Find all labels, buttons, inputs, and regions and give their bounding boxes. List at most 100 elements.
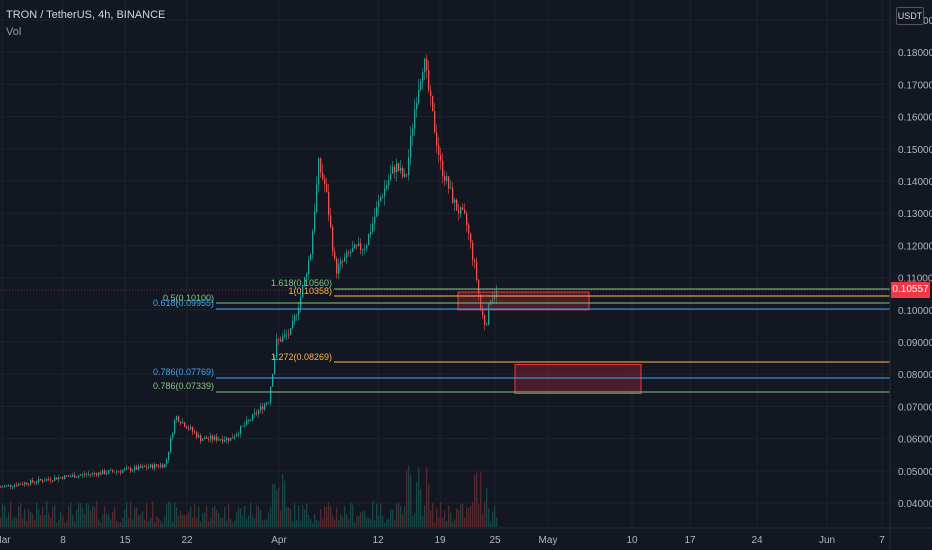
candle-body xyxy=(94,473,96,474)
candle-body xyxy=(328,191,330,216)
candle-body xyxy=(222,439,224,442)
volume-bar xyxy=(242,515,244,527)
volume-bar xyxy=(264,519,266,527)
candle-body xyxy=(14,485,16,487)
candle-body xyxy=(174,420,176,434)
volume-bar xyxy=(254,518,256,527)
volume-bar xyxy=(130,501,132,527)
candle-body xyxy=(124,469,126,471)
price-tick-label: 0.09000 xyxy=(898,338,932,349)
candle-body xyxy=(116,471,118,473)
volume-bar xyxy=(220,517,222,527)
volume-bar xyxy=(56,522,58,527)
volume-bar xyxy=(90,510,92,527)
candle-body xyxy=(136,466,138,470)
volume-bar xyxy=(358,516,360,527)
candle-body xyxy=(148,467,150,468)
candle-body xyxy=(298,307,300,315)
candle-body xyxy=(10,484,12,487)
candle-body xyxy=(52,480,54,482)
candle-body xyxy=(410,135,412,158)
candle-body xyxy=(98,472,100,476)
volume-bar xyxy=(34,520,36,527)
candle-body xyxy=(446,176,448,181)
currency-button[interactable]: USDT xyxy=(896,7,924,25)
candle-body xyxy=(120,471,122,473)
volume-bar xyxy=(312,522,314,527)
volume-bar xyxy=(410,474,412,527)
candle-body xyxy=(394,166,396,173)
candle-body xyxy=(108,470,110,474)
candle-body xyxy=(60,477,62,479)
volume-bar xyxy=(464,517,466,527)
candle-body xyxy=(192,427,194,432)
volume-bar xyxy=(176,507,178,527)
volume-bar xyxy=(60,512,62,527)
volume-bar xyxy=(354,522,356,527)
candle-body xyxy=(282,336,284,342)
volume-bar xyxy=(200,521,202,527)
volume-bar xyxy=(444,510,446,527)
candle-body xyxy=(180,421,182,424)
price-tick-label: 0.16000 xyxy=(898,113,932,124)
candle-body xyxy=(322,172,324,179)
candle-body xyxy=(54,477,56,481)
candle-body xyxy=(260,406,262,411)
candle-body xyxy=(484,315,486,325)
volume-bar xyxy=(234,520,236,527)
volume-bar xyxy=(370,519,372,527)
candle-body xyxy=(386,185,388,189)
volume-bar xyxy=(490,521,492,527)
volume-bar xyxy=(68,506,70,527)
volume-bar xyxy=(250,502,252,527)
volume-bar xyxy=(196,518,198,527)
candle-body xyxy=(154,464,156,469)
candle-body xyxy=(74,474,76,478)
candle-body xyxy=(30,480,32,485)
candle-body xyxy=(102,470,104,475)
volume-bar xyxy=(334,519,336,527)
candle-body xyxy=(164,463,166,468)
volume-bar xyxy=(494,506,496,527)
candle-body xyxy=(56,477,58,480)
candle-body xyxy=(100,472,102,475)
candle-body xyxy=(188,428,190,430)
volume-bar xyxy=(352,504,354,527)
candle-body xyxy=(288,334,290,336)
volume-bar xyxy=(188,511,190,527)
volume-bar xyxy=(314,514,316,527)
volume-bar xyxy=(262,520,264,527)
candle-body xyxy=(232,437,234,439)
volume-bar xyxy=(40,515,42,527)
candle-body xyxy=(494,297,496,299)
candle-body xyxy=(262,406,264,410)
candle-body xyxy=(368,234,370,246)
candle-body xyxy=(420,81,422,90)
volume-bar xyxy=(446,521,448,527)
candle-body xyxy=(16,485,18,486)
volume-bar xyxy=(54,504,56,527)
volume-bar xyxy=(472,502,474,527)
time-tick-label: May xyxy=(539,535,558,546)
time-tick-label: 22 xyxy=(181,535,193,546)
candle-body xyxy=(80,474,82,476)
candle-body xyxy=(182,422,184,424)
volume-bar xyxy=(366,517,368,527)
volume-bar xyxy=(418,467,420,527)
candle-body xyxy=(206,437,208,439)
candle-body xyxy=(380,196,382,202)
fib-level-label: 1(0.10358) xyxy=(288,286,332,296)
symbol-title: TRON / TetherUS, 4h, BINANCE xyxy=(6,9,166,21)
volume-bar xyxy=(428,484,430,527)
candle-body xyxy=(346,252,348,258)
volume-bar xyxy=(96,501,98,527)
price-tick-label: 0.06000 xyxy=(898,435,932,446)
volume-bar xyxy=(30,512,32,527)
candle-body xyxy=(424,58,426,73)
volume-bar xyxy=(272,484,274,527)
candle-body xyxy=(270,386,272,403)
volume-bar xyxy=(384,522,386,527)
volume-bar xyxy=(376,503,378,527)
volume-bar xyxy=(146,502,148,527)
